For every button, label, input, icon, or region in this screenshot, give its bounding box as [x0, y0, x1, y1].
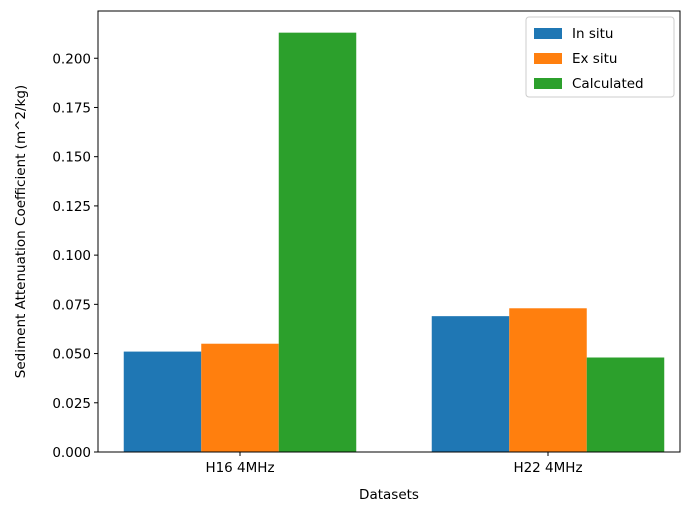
legend-label: In situ: [572, 26, 613, 42]
legend-label: Calculated: [572, 76, 644, 92]
legend-box: [525, 16, 675, 98]
y-tick-label: 0.175: [52, 100, 91, 116]
bar-in-situ-1: [431, 316, 510, 452]
x-tick-label: H16 4MHz: [205, 460, 274, 476]
y-tick-label: 0.200: [52, 51, 91, 67]
y-tick-label: 0.100: [52, 248, 91, 264]
legend: In situ Ex situ Calculated: [525, 16, 675, 98]
bar-ex-situ-1: [509, 308, 587, 452]
y-tick-label: 0.000: [52, 445, 91, 461]
x-axis-label: Datasets: [359, 487, 419, 503]
x-tick-label: H22 4MHz: [513, 460, 582, 476]
y-tick-label: 0.125: [52, 199, 91, 215]
bar-in-situ-0: [123, 351, 202, 452]
legend-swatch: [534, 78, 562, 89]
axes-layer: 0.000 0.025 0.050 0.075 0.100 0.125 0.150 0.175…: [52, 10, 681, 476]
y-tick-label: 0.025: [52, 396, 91, 412]
bars-layer: [123, 32, 665, 452]
bar-calculated-0: [278, 32, 357, 452]
y-tick-label: 0.075: [52, 297, 91, 313]
y-tick-label: 0.150: [52, 150, 91, 166]
y-tick-label: 0.050: [52, 347, 91, 363]
bar-calculated-1: [586, 357, 665, 452]
legend-swatch: [534, 28, 562, 39]
bar-ex-situ-0: [201, 343, 279, 452]
legend-swatch: [534, 53, 562, 64]
y-axis-label: Sediment Attenuation Coefficient (m^2/kg…: [13, 85, 29, 378]
legend-label: Ex situ: [572, 51, 617, 67]
plot-frame: [97, 10, 681, 453]
